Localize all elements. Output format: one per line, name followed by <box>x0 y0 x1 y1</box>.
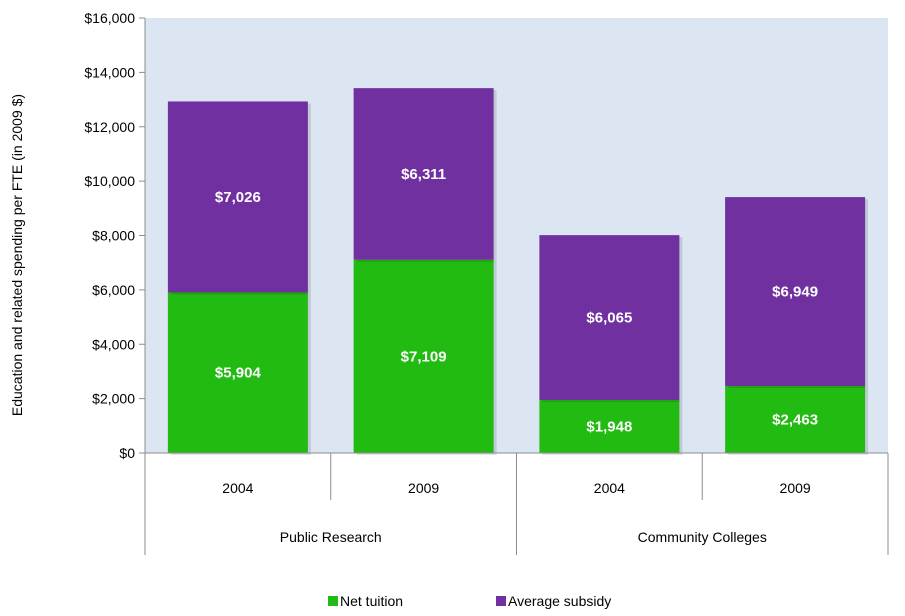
data-label: $5,904 <box>215 365 262 382</box>
legend-label: Net tuition <box>340 593 403 609</box>
bar-net-tuition <box>725 386 866 453</box>
y-tick-label: $10,000 <box>84 173 135 189</box>
legend-label: Average subsidy <box>508 593 611 609</box>
x-group-label: Community Colleges <box>638 529 767 545</box>
bars-layer <box>167 88 869 455</box>
legend: Net tuition Average subsidy <box>328 593 611 609</box>
y-tick-label: $14,000 <box>84 64 135 80</box>
data-label: $1,948 <box>586 419 632 436</box>
data-label: $6,065 <box>586 310 632 327</box>
bar-average-subsidy <box>167 101 308 293</box>
x-category-label: 2009 <box>408 480 439 496</box>
x-group-label: Public Research <box>280 529 382 545</box>
y-tick-label: $2,000 <box>92 391 135 407</box>
x-category-label: 2004 <box>594 480 625 496</box>
bar-net-tuition <box>353 259 494 453</box>
y-tick-label: $16,000 <box>84 10 135 26</box>
data-label: $6,949 <box>772 284 818 301</box>
y-tick-label: $0 <box>119 445 135 461</box>
data-label: $6,311 <box>401 166 446 183</box>
y-tick-label: $12,000 <box>84 119 135 135</box>
bar-average-subsidy <box>539 235 680 401</box>
y-tick-label: $6,000 <box>92 282 135 298</box>
bar-average-subsidy <box>725 197 866 387</box>
data-label: $7,026 <box>215 189 261 206</box>
y-axis: $0 $2,000 $4,000 $6,000 $8,000 $10,000 $12,000… <box>84 10 146 461</box>
data-labels-layer: $5,904 $7,026 $7,109 $6,311 $1,948 $6,065 $2,4… <box>215 166 818 436</box>
bar-average-subsidy <box>353 88 494 260</box>
y-tick-label: $4,000 <box>92 336 135 352</box>
data-label: $2,463 <box>772 412 818 429</box>
bar-net-tuition <box>539 400 680 453</box>
y-axis-title: Education and related spending per FTE (… <box>9 94 25 416</box>
legend-swatch <box>328 596 338 606</box>
x-axis: 2004 2009 2004 2009 Public Research Community… <box>144 452 889 555</box>
y-tick-label: $8,000 <box>92 228 135 244</box>
x-category-label: 2004 <box>222 480 253 496</box>
legend-swatch <box>496 596 506 606</box>
data-label: $7,109 <box>401 348 447 365</box>
bar-net-tuition <box>167 292 308 453</box>
x-category-label: 2009 <box>780 480 811 496</box>
